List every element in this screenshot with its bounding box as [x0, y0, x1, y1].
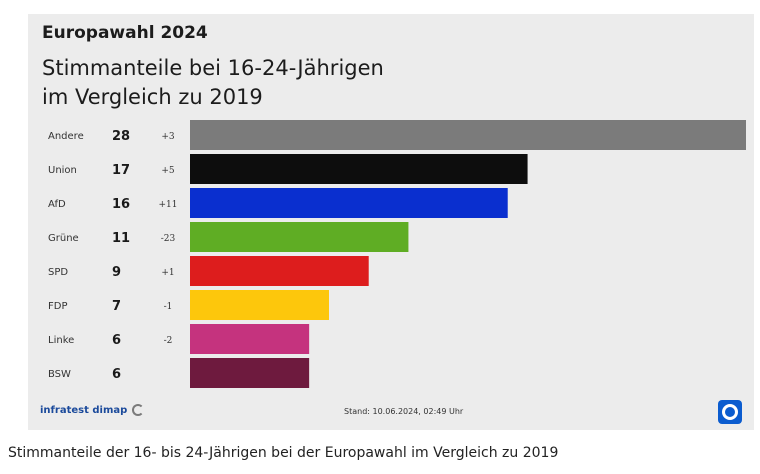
category-label-linke: Linke — [48, 335, 74, 346]
value-label-bsw: 6 — [112, 367, 121, 382]
change-label-fdp: -1 — [164, 302, 173, 312]
change-label-afd: +11 — [159, 200, 178, 210]
chart-title-line-2: im Vergleich zu 2019 — [42, 85, 263, 109]
category-label-fdp: FDP — [48, 301, 67, 312]
bar-andere — [190, 120, 746, 150]
bar-spd — [190, 256, 369, 286]
category-label-gr-ne: Grüne — [48, 233, 79, 244]
bar-chart: Andere 28 +3 Union 17 +5 AfD 16 +11 Grüne 11 -23 SPD… — [48, 120, 746, 388]
chart-title: Stimmanteile bei 16-24-Jährigen im Vergl… — [42, 54, 602, 112]
bar-bsw — [190, 358, 310, 388]
bar-linke — [190, 324, 310, 354]
value-label-gr-ne: 11 — [112, 231, 130, 246]
change-label-gr-ne: -23 — [161, 234, 176, 244]
category-label-union: Union — [48, 165, 77, 176]
category-label-bsw: BSW — [48, 369, 71, 380]
source-logo: infratest dimap — [40, 404, 145, 416]
bar-afd — [190, 188, 508, 218]
change-label-spd: +1 — [161, 268, 174, 278]
bar-fdp — [190, 290, 329, 320]
value-label-union: 17 — [112, 163, 130, 178]
bar-gr-ne — [190, 222, 409, 252]
chart-card: Europawahl 2024 Stimmanteile bei 16-24-J… — [28, 14, 754, 430]
chart-title-line-1: Stimmanteile bei 16-24-Jährigen — [42, 56, 384, 80]
value-label-linke: 6 — [112, 333, 121, 348]
image-caption: Stimmanteile der 16- bis 24-Jährigen bei… — [8, 445, 559, 461]
category-label-andere: Andere — [48, 131, 84, 142]
stand-timestamp: Stand: 10.06.2024, 02:49 Uhr — [344, 407, 464, 416]
source-name: infratest dimap — [40, 405, 128, 416]
value-label-andere: 28 — [112, 129, 130, 144]
change-label-union: +5 — [161, 166, 175, 176]
chart-kicker: Europawahl 2024 — [42, 23, 208, 43]
category-label-afd: AfD — [48, 199, 66, 210]
change-label-andere: +3 — [161, 132, 175, 142]
tagesschau-logo-icon — [718, 400, 742, 424]
infratest-dimap-logo-icon — [132, 404, 145, 416]
bar-union — [190, 154, 528, 184]
change-label-linke: -2 — [164, 336, 173, 346]
value-label-spd: 9 — [112, 265, 121, 280]
value-label-afd: 16 — [112, 197, 130, 212]
category-label-spd: SPD — [48, 267, 68, 278]
value-label-fdp: 7 — [112, 299, 121, 314]
